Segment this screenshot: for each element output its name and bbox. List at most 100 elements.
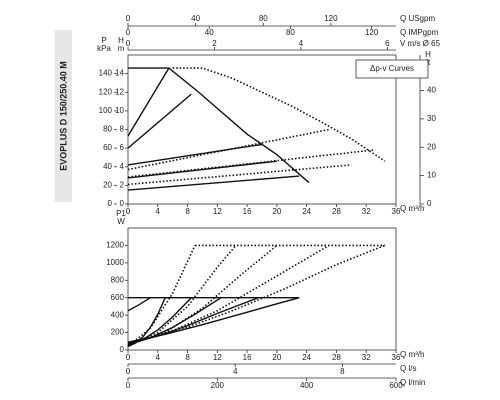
y-tick-label: 12: [115, 87, 124, 96]
top-axis-label: Q IMPgpm: [400, 28, 439, 37]
y-tick-label: 1000: [106, 258, 124, 267]
x-tick-label: 4: [156, 207, 161, 216]
curve: [127, 245, 196, 348]
top-axis-tick-label: 80: [259, 14, 268, 23]
top-axis-tick-label: 6: [385, 39, 390, 48]
y2-axis-label: H: [425, 50, 431, 59]
curve: [127, 164, 352, 186]
kpa-tick-label: 60: [103, 143, 112, 152]
top-axis-tick-label: 4: [299, 39, 304, 48]
bottom-axis-tick-label: 0: [126, 367, 131, 376]
x-tick-label: 24: [302, 353, 311, 362]
top-axis-tick-label: 2: [212, 39, 217, 48]
x-tick-label: 20: [272, 207, 281, 216]
y2-tick-label: 10: [427, 171, 436, 180]
kpa-axis-label: P: [101, 36, 106, 45]
y-tick-label: 400: [111, 310, 125, 319]
x-tick-label: 8: [185, 207, 190, 216]
bottom-axis-tick-label: 200: [211, 381, 225, 390]
curve: [127, 297, 151, 312]
y2-tick-label: 40: [427, 86, 436, 95]
x-tick-label: 24: [302, 207, 311, 216]
bottom-axis-tick-label: 0: [126, 381, 131, 390]
x-tick-label: 8: [185, 353, 190, 362]
top-axis-tick-label: 80: [286, 28, 295, 37]
y2-tick-label: 30: [427, 114, 436, 123]
x-tick-label: 0: [126, 353, 131, 362]
y-tick-label: 200: [111, 328, 125, 337]
y-tick-label: 0: [120, 345, 125, 354]
kpa-tick-label: 120: [99, 87, 113, 96]
x-tick-label: 36: [392, 353, 401, 362]
x-tick-label: 12: [213, 207, 222, 216]
title-box: [55, 30, 72, 202]
annotation-box: [355, 59, 429, 79]
curve: [127, 175, 300, 191]
top-axis-tick-label: 0: [126, 28, 131, 37]
y-tick-label: 10: [115, 106, 124, 115]
plot-frame: [127, 227, 397, 351]
x-tick-label: 36: [392, 207, 401, 216]
y-tick-label: 800: [111, 275, 125, 284]
x-tick-label: 28: [332, 353, 341, 362]
kpa-tick-label: 80: [103, 125, 112, 134]
curve: [172, 67, 386, 162]
y-tick-label: 14: [115, 69, 124, 78]
x-tick-label: 32: [362, 353, 371, 362]
y-axis-label: W: [117, 217, 125, 226]
curve: [127, 67, 170, 137]
kpa-tick-label: 20: [103, 180, 112, 189]
x-tick-label: 16: [243, 353, 252, 362]
bottom-axis-tick-label: 600: [389, 381, 403, 390]
top-axis-label: Q USgpm: [400, 14, 435, 23]
y-axis-label: H: [118, 36, 124, 45]
top-axis-tick-label: 0: [126, 39, 131, 48]
top-axis-tick-label: 0: [126, 14, 131, 23]
x-tick-label: 20: [272, 353, 281, 362]
curve: [127, 244, 386, 344]
curve: [127, 128, 330, 171]
curve: [127, 149, 374, 178]
x-tick-label: 0: [126, 207, 131, 216]
annotation: Δp-v Curves: [370, 64, 414, 73]
kpa-tick-label: 100: [99, 106, 113, 115]
x-tick-label: 12: [213, 353, 222, 362]
y-tick-label: 1200: [106, 241, 124, 250]
y-tick-label: 8: [120, 125, 125, 134]
x-tick-label: 4: [156, 353, 161, 362]
top-axis-tick-label: 40: [205, 28, 214, 37]
top-axis-tick-label: 120: [324, 14, 338, 23]
top-axis-tick-label: 40: [191, 14, 200, 23]
bottom-axis-tick-label: 8: [340, 367, 345, 376]
y2-tick-label: 20: [427, 142, 436, 151]
bottom-axis-tick-label: 400: [300, 381, 314, 390]
x-tick-label: 28: [332, 207, 341, 216]
curve: [127, 143, 263, 166]
bottom-axis-label: Q l/min: [400, 378, 425, 387]
y-tick-label: 0: [120, 199, 125, 208]
bottom-axis-tick-label: 4: [233, 367, 238, 376]
y-tick-label: 4: [120, 162, 125, 171]
curve: [127, 244, 237, 347]
top-axis-label: V m/s Ø 65: [400, 39, 441, 48]
x-axis-label: Q m³/h: [400, 204, 424, 213]
kpa-tick-label: 0: [108, 199, 113, 208]
kpa-tick-label: 40: [103, 162, 112, 171]
kpa-tick-label: 140: [99, 69, 113, 78]
x-tick-label: 32: [362, 207, 371, 216]
y-tick-label: 2: [120, 180, 125, 189]
x-axis-label: Q m³/h: [400, 350, 424, 359]
y-axis-label: P1: [116, 209, 126, 218]
y-axis-label: m: [118, 44, 125, 53]
bottom-axis-label: Q l/s: [400, 364, 416, 373]
top-axis-tick-label: 120: [365, 28, 379, 37]
chart-title: EVOPLUS D 150/250.40 M: [58, 61, 68, 171]
x-tick-label: 16: [243, 207, 252, 216]
y-tick-label: 6: [120, 143, 125, 152]
curve: [127, 244, 278, 346]
y2-tick-label: 0: [427, 199, 432, 208]
curve: [127, 93, 192, 149]
y-tick-label: 600: [111, 293, 125, 302]
kpa-axis-label: kPa: [97, 44, 111, 53]
